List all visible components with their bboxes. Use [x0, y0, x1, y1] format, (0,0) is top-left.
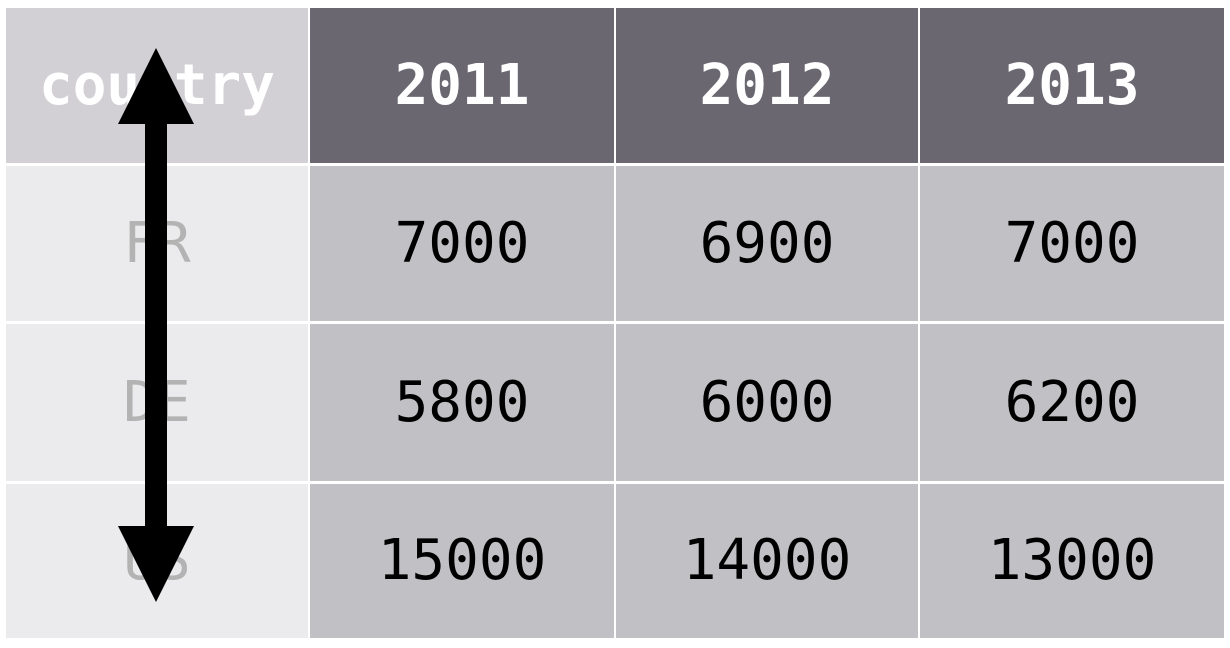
row-label-de: DE: [6, 324, 308, 481]
header-year-2013: 2013: [920, 8, 1224, 163]
row-label-fr: FR: [6, 166, 308, 321]
cell-us-2013: 13000: [920, 484, 1224, 638]
header-year-2012: 2012: [616, 8, 918, 163]
cell-de-2011: 5800: [310, 324, 614, 481]
cell-de-2013: 6200: [920, 324, 1224, 481]
cell-fr-2013: 7000: [920, 166, 1224, 321]
cell-de-2012: 6000: [616, 324, 918, 481]
cell-fr-2012: 6900: [616, 166, 918, 321]
cell-us-2011: 15000: [310, 484, 614, 638]
data-table: country 2011 2012 2013 FR 7000 6900 7000…: [6, 8, 1224, 640]
cell-us-2012: 14000: [616, 484, 918, 638]
header-country: country: [6, 8, 308, 163]
header-year-2011: 2011: [310, 8, 614, 163]
cell-fr-2011: 7000: [310, 166, 614, 321]
row-label-us: US: [6, 484, 308, 638]
